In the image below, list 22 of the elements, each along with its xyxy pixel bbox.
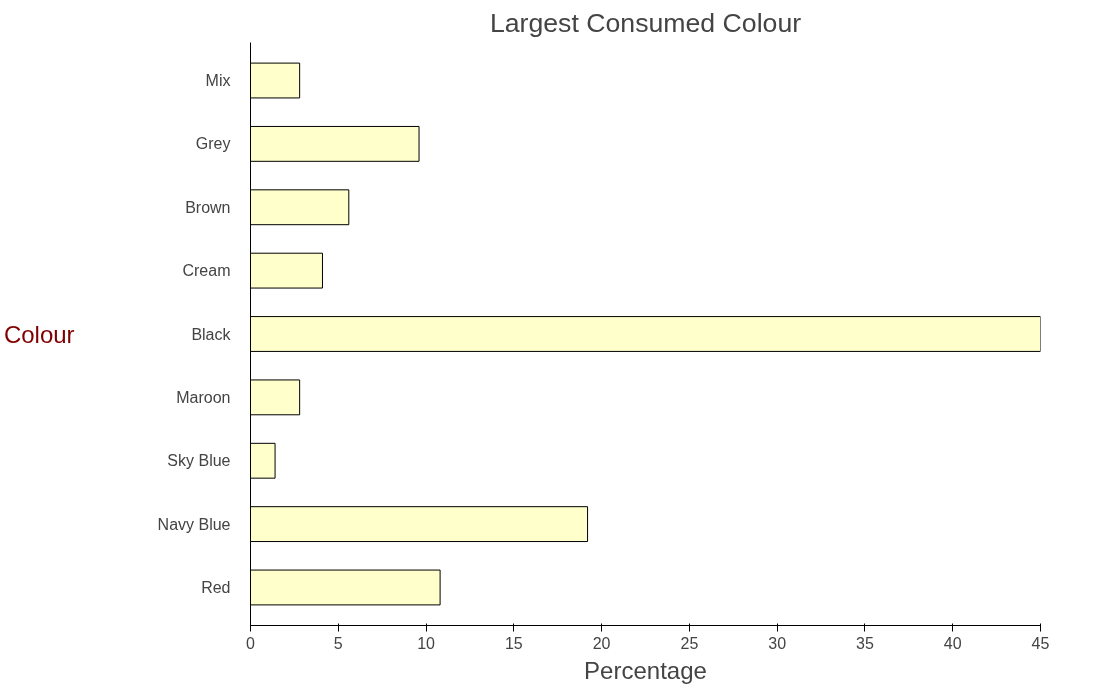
y-tick-label: Black [191,325,232,343]
x-tick-label: 20 [592,634,611,652]
x-tick-label: 0 [246,634,256,652]
y-tick-label: Cream [182,262,231,280]
x-tick-label: 15 [504,634,523,652]
y-tick-label: Maroon [176,388,231,406]
y-tick-label: Grey [195,135,231,153]
y-tick-label: Red [201,578,231,596]
y-tick-label: Sky Blue [167,452,231,470]
y-tick-label: Mix [205,72,231,90]
y-tick-label: Brown [185,198,231,216]
chart-title: Largest Consumed Colour [489,7,802,38]
x-tick-label: 10 [417,634,436,652]
x-tick-label: 45 [1031,634,1050,652]
x-tick-label: 40 [943,634,962,652]
x-axis-title: Percentage [584,656,707,684]
y-axis-title: Colour [3,320,75,348]
x-tick-label: 25 [680,634,699,652]
y-tick-label: Navy Blue [157,515,231,533]
x-tick-label: 5 [333,634,343,652]
x-tick-label: 35 [856,634,874,652]
x-tick-label: 30 [768,634,787,652]
